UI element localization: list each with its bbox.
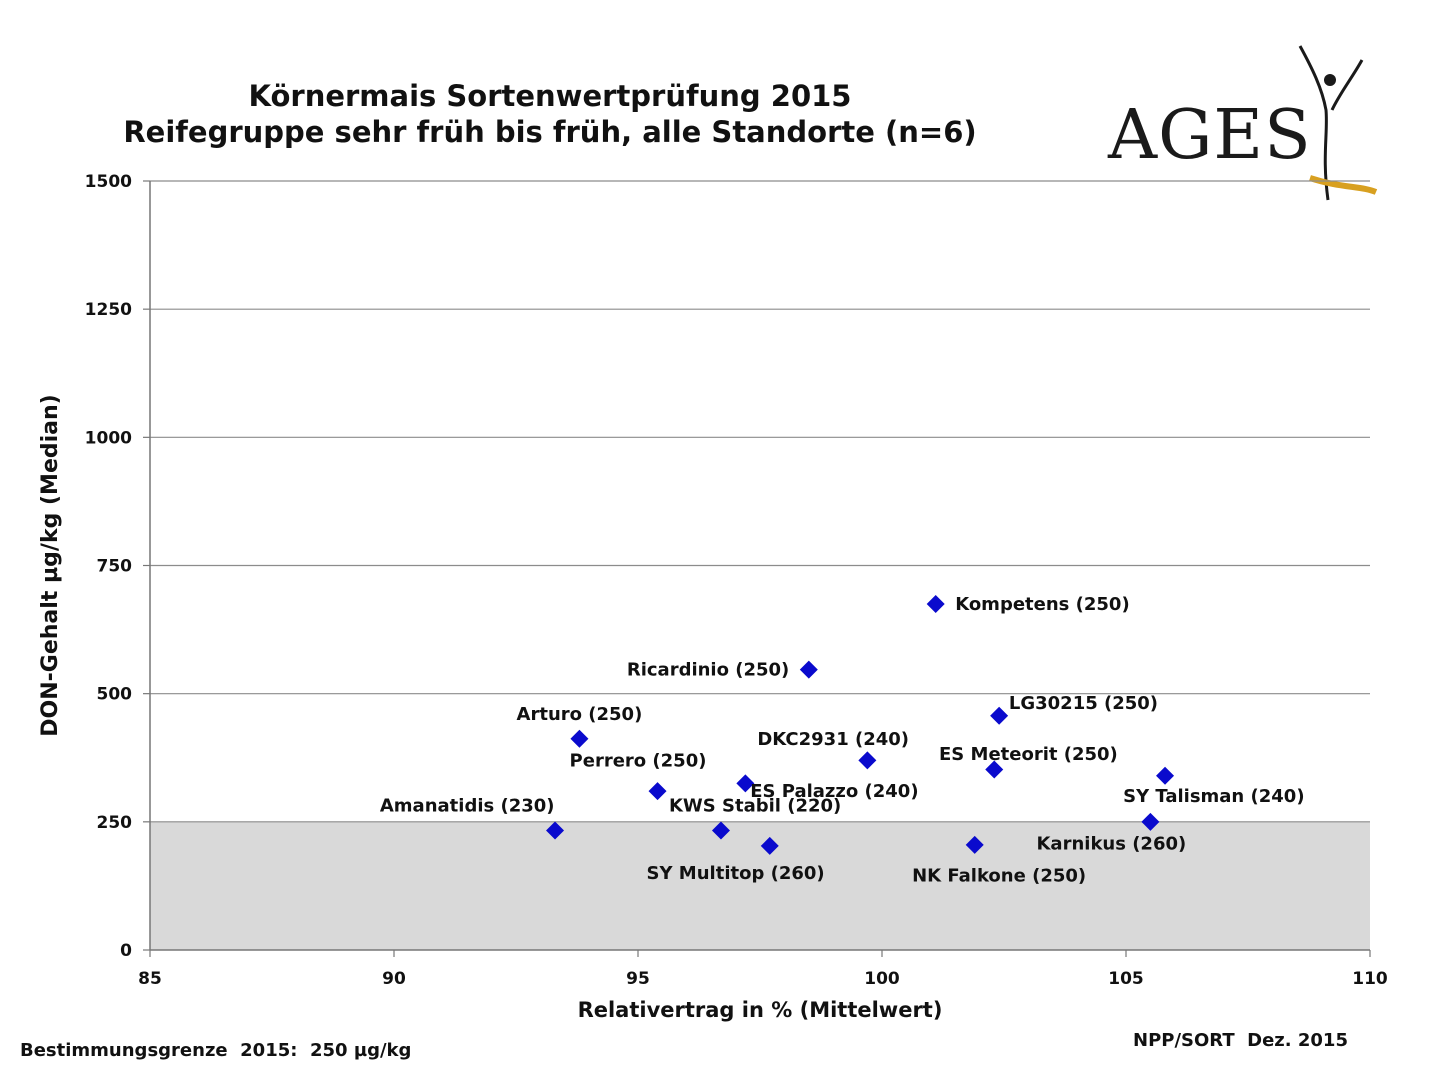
source-note: NPP/SORT Dez. 2015 xyxy=(1133,1030,1348,1051)
detection-limit-note: Bestimmungsgrenze 2015: 250 µg/kg xyxy=(20,1040,412,1061)
data-label: SY Talisman (240) xyxy=(1123,786,1304,807)
data-point xyxy=(799,660,818,679)
data-point xyxy=(965,835,984,854)
data-label: NK Falkone (250) xyxy=(912,866,1086,887)
below-detection-limit-area xyxy=(150,821,1370,950)
data-point xyxy=(760,836,779,855)
data-point xyxy=(736,774,755,793)
data-point xyxy=(990,706,1009,725)
data-point xyxy=(858,751,877,770)
y-tick-label: 250 xyxy=(97,813,133,833)
data-label: SY Multitop (260) xyxy=(647,863,825,884)
logo-text: AGES xyxy=(1108,96,1312,175)
y-tick-label: 750 xyxy=(97,557,133,577)
data-label: LG30215 (250) xyxy=(1009,693,1158,714)
x-tick-label: 85 xyxy=(138,969,162,989)
ages-logo: AGES xyxy=(1100,38,1390,208)
data-point xyxy=(648,782,667,801)
y-tick-label: 500 xyxy=(97,685,133,705)
y-tick-label: 1250 xyxy=(85,300,132,320)
data-label: Amanatidis (230) xyxy=(380,795,555,816)
chart-title-line-2: Reifegruppe sehr früh bis früh, alle Sta… xyxy=(123,115,977,149)
data-label: Karnikus (260) xyxy=(1036,833,1186,854)
data-point xyxy=(711,821,730,840)
y-tick-label: 1500 xyxy=(85,172,132,192)
data-label: DKC2931 (240) xyxy=(757,729,909,750)
data-label: Ricardinio (250) xyxy=(627,660,789,681)
x-tick-label: 100 xyxy=(864,969,900,989)
data-label: ES Palazzo (240) xyxy=(750,781,918,802)
data-label: Arturo (250) xyxy=(517,704,643,725)
x-tick-label: 110 xyxy=(1352,969,1388,989)
data-point xyxy=(570,729,589,748)
data-point xyxy=(985,760,1004,779)
data-label: Kompetens (250) xyxy=(955,594,1129,615)
data-point xyxy=(546,821,565,840)
x-tick-label: 90 xyxy=(382,969,406,989)
chart-title: Körnermais Sortenwertprüfung 2015 Reifeg… xyxy=(100,78,1000,150)
y-tick-label: 0 xyxy=(120,941,132,961)
data-label: ES Meteorit (250) xyxy=(939,744,1118,765)
y-axis-title: DON-Gehalt µg/kg (Median) xyxy=(38,394,63,736)
x-axis-title: Relativertrag in % (Mittelwert) xyxy=(578,998,943,1022)
x-tick-label: 95 xyxy=(626,969,650,989)
y-tick-label: 1000 xyxy=(85,428,132,448)
data-label: Perrero (250) xyxy=(570,750,707,771)
chart-title-line-1: Körnermais Sortenwertprüfung 2015 xyxy=(248,79,852,113)
x-tick-label: 105 xyxy=(1108,969,1144,989)
data-point xyxy=(926,594,945,613)
data-point xyxy=(1141,812,1160,831)
data-point xyxy=(1156,766,1175,785)
data-label: KWS Stabil (220) xyxy=(669,795,841,816)
